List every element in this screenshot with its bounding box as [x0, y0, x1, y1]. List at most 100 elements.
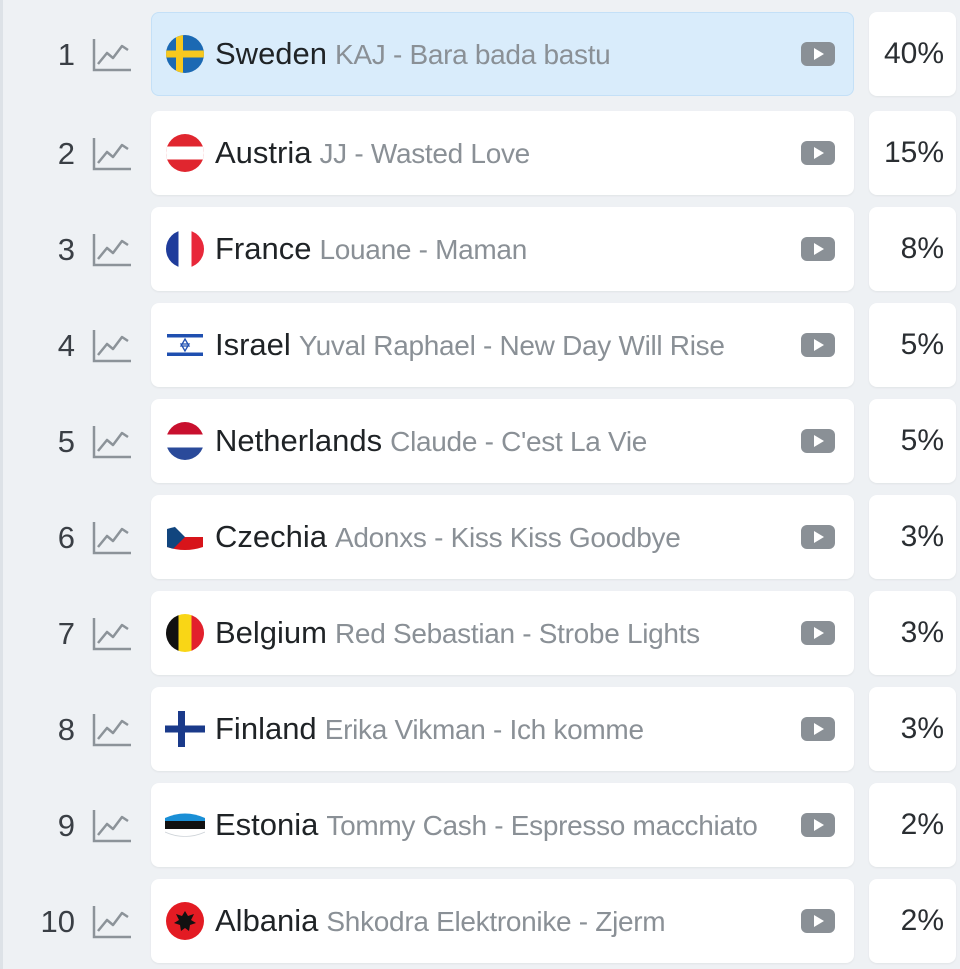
- trend-chart-icon[interactable]: [91, 807, 133, 845]
- win-percentage: 2%: [869, 879, 956, 963]
- trend-chart-icon[interactable]: [91, 135, 133, 173]
- play-video-icon[interactable]: [800, 523, 836, 551]
- play-video-icon[interactable]: [800, 907, 836, 935]
- song-title: KAJ - Bara bada bastu: [335, 39, 611, 70]
- rank-number: 4: [57, 328, 75, 363]
- table-row: 10 Albania Shkodra Elektronike - Zjerm 2%: [3, 879, 960, 965]
- table-row: 7 Belgium Red Sebastian - Strobe Lights: [3, 591, 960, 677]
- entry-info: Finland Erika Vikman - Ich komme: [215, 687, 794, 771]
- song-title: JJ - Wasted Love: [319, 138, 530, 169]
- france-flag-icon: [166, 230, 204, 268]
- rank-number: 1: [57, 37, 75, 72]
- belgium-flag-icon: [166, 614, 204, 652]
- country-name: Finland: [215, 711, 317, 746]
- trend-chart-icon[interactable]: [91, 615, 133, 653]
- table-row: 1 Sweden KAJ - Bara bada bastu 40%: [3, 12, 960, 98]
- trend-chart-icon[interactable]: [91, 423, 133, 461]
- play-video-icon[interactable]: [800, 811, 836, 839]
- finland-flag-icon: [165, 711, 205, 747]
- entry-info: Austria JJ - Wasted Love: [215, 111, 794, 195]
- country-name: Israel: [215, 327, 291, 362]
- netherlands-flag-icon: [166, 422, 204, 460]
- entry-card[interactable]: Finland Erika Vikman - Ich komme: [151, 687, 854, 771]
- albania-flag-icon: [166, 902, 204, 940]
- trend-chart-icon[interactable]: [91, 519, 133, 557]
- rank-number: 8: [57, 712, 75, 747]
- song-title: Louane - Maman: [319, 234, 527, 265]
- entry-card[interactable]: Estonia Tommy Cash - Espresso macchiato: [151, 783, 854, 867]
- song-title: Claude - C'est La Vie: [390, 426, 648, 457]
- country-name: Austria: [215, 135, 312, 170]
- rank-number: 9: [57, 808, 75, 843]
- play-video-icon[interactable]: [800, 619, 836, 647]
- entry-card[interactable]: France Louane - Maman: [151, 207, 854, 291]
- sweden-flag-icon: [166, 35, 204, 73]
- trend-chart-icon[interactable]: [91, 327, 133, 365]
- rank-number: 5: [57, 424, 75, 459]
- win-percentage: 5%: [869, 303, 956, 387]
- play-video-icon[interactable]: [800, 427, 836, 455]
- win-percentage: 3%: [869, 687, 956, 771]
- country-name: Belgium: [215, 615, 327, 650]
- trend-chart-icon[interactable]: [91, 711, 133, 749]
- song-title: Erika Vikman - Ich komme: [324, 714, 644, 745]
- entry-card[interactable]: Netherlands Claude - C'est La Vie: [151, 399, 854, 483]
- israel-flag-icon: [167, 333, 203, 357]
- country-name: Sweden: [215, 36, 328, 71]
- country-name: Albania: [215, 903, 319, 938]
- win-percentage: 3%: [869, 495, 956, 579]
- win-percentage: 2%: [869, 783, 956, 867]
- play-video-icon[interactable]: [800, 715, 836, 743]
- trend-chart-icon[interactable]: [91, 231, 133, 269]
- entry-info: Albania Shkodra Elektronike - Zjerm: [215, 879, 794, 963]
- table-row: 4 Israel Yuval Raphael - New Day Will Ris…: [3, 303, 960, 389]
- table-row: 9 Estonia Tommy Cash - Espresso macchiato: [3, 783, 960, 869]
- song-title: Shkodra Elektronike - Zjerm: [326, 906, 666, 937]
- country-name: Netherlands: [215, 423, 383, 458]
- entry-card[interactable]: Sweden KAJ - Bara bada bastu: [151, 12, 854, 96]
- entry-card[interactable]: Belgium Red Sebastian - Strobe Lights: [151, 591, 854, 675]
- win-percentage: 5%: [869, 399, 956, 483]
- play-video-icon[interactable]: [800, 139, 836, 167]
- win-percentage: 8%: [869, 207, 956, 291]
- play-video-icon[interactable]: [800, 235, 836, 263]
- table-row: 8 Finland Erika Vikman - Ich komme 3%: [3, 687, 960, 773]
- entry-info: Sweden KAJ - Bara bada bastu: [215, 12, 794, 96]
- entry-card[interactable]: Czechia Adonxs - Kiss Kiss Goodbye: [151, 495, 854, 579]
- entry-info: Estonia Tommy Cash - Espresso macchiato: [215, 783, 794, 867]
- play-video-icon[interactable]: [800, 331, 836, 359]
- entry-info: Belgium Red Sebastian - Strobe Lights: [215, 591, 794, 675]
- song-title: Yuval Raphael - New Day Will Rise: [298, 330, 725, 361]
- entry-info: France Louane - Maman: [215, 207, 794, 291]
- estonia-flag-icon: [165, 813, 205, 837]
- entry-card[interactable]: Albania Shkodra Elektronike - Zjerm: [151, 879, 854, 963]
- table-row: 3 France Louane - Maman 8%: [3, 207, 960, 293]
- rank-number: 7: [57, 616, 75, 651]
- austria-flag-icon: [166, 134, 204, 172]
- rank-number: 2: [57, 136, 75, 171]
- entry-card[interactable]: Israel Yuval Raphael - New Day Will Rise: [151, 303, 854, 387]
- trend-chart-icon[interactable]: [91, 903, 133, 941]
- entry-card[interactable]: Austria JJ - Wasted Love: [151, 111, 854, 195]
- country-name: Estonia: [215, 807, 319, 842]
- win-percentage: 15%: [869, 111, 956, 195]
- trend-chart-icon[interactable]: [91, 36, 133, 74]
- table-row: 5 Netherlands Claude - C'est La Vie: [3, 399, 960, 485]
- rank-number: 10: [40, 904, 75, 939]
- song-title: Tommy Cash - Espresso macchiato: [326, 810, 758, 841]
- rank-number: 6: [57, 520, 75, 555]
- win-percentage: 3%: [869, 591, 956, 675]
- play-video-icon[interactable]: [800, 40, 836, 68]
- song-title: Adonxs - Kiss Kiss Goodbye: [335, 522, 681, 553]
- table-row: 6 Czechia Adonxs - Kiss Kiss Goodbye: [3, 495, 960, 581]
- entry-info: Israel Yuval Raphael - New Day Will Rise: [215, 303, 794, 387]
- rank-number: 3: [57, 232, 75, 267]
- song-title: Red Sebastian - Strobe Lights: [335, 618, 700, 649]
- table-row: 2 Austria JJ - Wasted Love 15%: [3, 111, 960, 197]
- country-name: Czechia: [215, 519, 327, 554]
- entry-info: Czechia Adonxs - Kiss Kiss Goodbye: [215, 495, 794, 579]
- country-name: France: [215, 231, 312, 266]
- win-percentage: 40%: [869, 12, 956, 96]
- czechia-flag-icon: [167, 526, 203, 550]
